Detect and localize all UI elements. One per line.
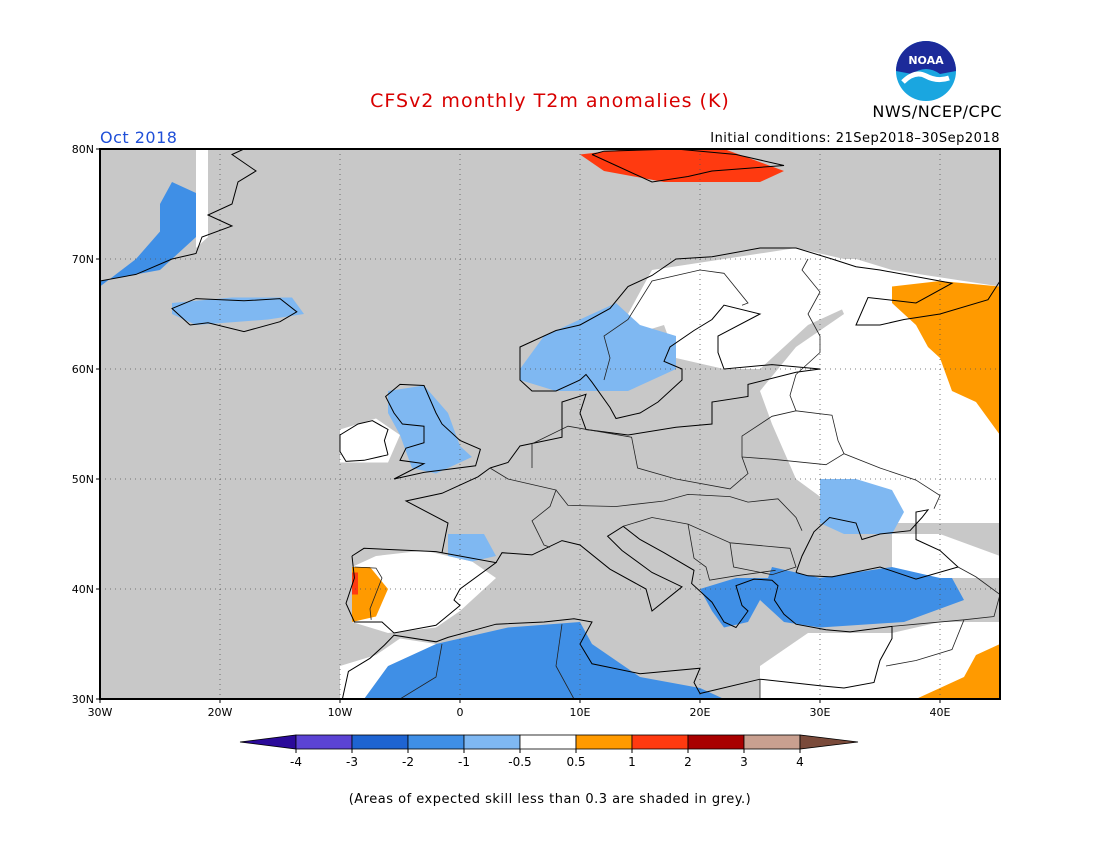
coastline-caspian	[999, 514, 1000, 567]
colorbar-segment	[687, 734, 745, 750]
colorbar-segment	[407, 734, 465, 750]
lon-tick-label: 20E	[690, 706, 711, 719]
skill-footnote: (Areas of expected skill less than 0.3 a…	[348, 792, 752, 807]
initial-conditions: Initial conditions: 21Sep2018–30Sep2018	[710, 131, 1000, 146]
border-north-africa-borders	[399, 643, 443, 699]
noaa-logo-text: NOAA	[908, 54, 944, 67]
colorbar-label: -2	[402, 755, 414, 769]
border-finland-russia	[795, 258, 821, 375]
anomaly-region-britain-cool	[388, 385, 472, 474]
anomaly-region-iceland-cool	[172, 297, 304, 325]
border-balkans	[623, 517, 797, 576]
anomaly-region-scandinavia-white	[556, 248, 868, 369]
agency-label: NWS/NCEP/CPC	[872, 102, 1002, 121]
lon-tick-label: 30W	[88, 706, 113, 719]
border-france-border	[489, 467, 557, 548]
colorbar: -4 -3 -2 -1 -0.5 0.5 1 2 3 4	[239, 734, 859, 769]
lon-tick-label: 20W	[208, 706, 233, 719]
lon-tick-label: 10W	[328, 706, 353, 719]
colorbar-label: 0.5	[566, 755, 585, 769]
anomaly-region-greenland-coast-white	[196, 149, 208, 248]
coastline-north-sea	[489, 368, 821, 469]
anomaly-region-morocco-white	[340, 638, 436, 699]
anomaly-region-portugal-warm	[352, 567, 388, 622]
colorbar-segment	[575, 734, 633, 750]
colorbar-label: -3	[346, 755, 358, 769]
colorbar-label: 1	[628, 755, 636, 769]
lat-tick-label: 70N	[72, 253, 94, 266]
colorbar-label: -1	[458, 755, 470, 769]
lon-tick-label: 10E	[570, 706, 591, 719]
border-spain-portugal	[354, 566, 383, 620]
coastline-baltic-finland	[519, 247, 1000, 420]
border-middle-east-borders	[885, 619, 965, 667]
axis-tick-labels: 30W 20W 10W 0 10E 20E 30E 40E 30N 40N 50N 60N 70N 80N	[72, 143, 951, 719]
lon-tick-label: 0	[457, 706, 464, 719]
lat-tick-label: 50N	[72, 473, 94, 486]
border-central-europe-1	[555, 489, 803, 531]
coastline-svalbard	[591, 149, 785, 183]
anomaly-region-svalbard-warm	[580, 149, 784, 182]
coastline-britain	[384, 383, 482, 480]
anomaly-region-iberia-white	[352, 550, 496, 633]
border-algeria-tunisia	[555, 624, 575, 699]
anomaly-region-north-africa-cold	[364, 622, 724, 699]
colorbar-label: 3	[740, 755, 748, 769]
colorbar-segment	[351, 734, 409, 750]
coastline-iceland	[171, 298, 298, 333]
lat-tick-label: 40N	[72, 583, 94, 596]
colorbar-label: 4	[796, 755, 804, 769]
coastline-greenland	[100, 149, 257, 282]
colorbar-low-arrow	[239, 734, 297, 750]
anomaly-region-norway-cool	[520, 303, 676, 391]
coastline-mediterranean-north	[341, 525, 893, 699]
border-balkans-2	[687, 524, 776, 581]
lat-tick-label: 30N	[72, 693, 94, 706]
colorbar-segment	[631, 734, 689, 750]
colorbar-label: -0.5	[508, 755, 531, 769]
colorbar-label: -4	[290, 755, 302, 769]
colorbar-segment	[295, 734, 353, 750]
lat-tick-label: 60N	[72, 363, 94, 376]
border-eastern-europe	[741, 453, 941, 509]
colorbar-label: 2	[684, 755, 692, 769]
colorbar-segment	[519, 734, 577, 750]
border-belarus-russia	[795, 410, 845, 454]
coastline-france-atlantic	[404, 467, 491, 553]
map-area	[99, 148, 1001, 700]
anomaly-region-greenland-cold	[100, 182, 196, 287]
colorbar-segment	[743, 734, 801, 750]
coastline-iberia	[345, 547, 498, 634]
anomaly-region-portugal-hot	[352, 572, 358, 595]
lon-tick-label: 40E	[930, 706, 951, 719]
anomaly-region-greece-cold	[700, 578, 772, 628]
anomaly-region-russia-warm	[892, 281, 1000, 435]
colorbar-segment	[463, 734, 521, 750]
border-scandinavia-borders	[603, 269, 749, 381]
map-title: CFSv2 monthly T2m anomalies (K)	[370, 90, 730, 112]
coastline-black-sea	[795, 509, 959, 580]
coastline-ireland	[339, 420, 389, 462]
colorbar-high-arrow	[799, 734, 859, 750]
border-turkey-east	[891, 566, 1000, 627]
anomaly-region-ireland-white	[340, 418, 400, 463]
lon-tick-label: 30E	[810, 706, 831, 719]
noaa-logo: NOAA	[896, 41, 956, 101]
map-frame	[99, 148, 1001, 700]
anomaly-region-turkey-cold	[760, 567, 964, 628]
border-central-europe-2	[531, 374, 797, 490]
valid-month: Oct 2018	[100, 128, 178, 147]
lat-tick-label: 80N	[72, 143, 94, 156]
anomaly-region-mideast-warm	[916, 644, 1000, 699]
